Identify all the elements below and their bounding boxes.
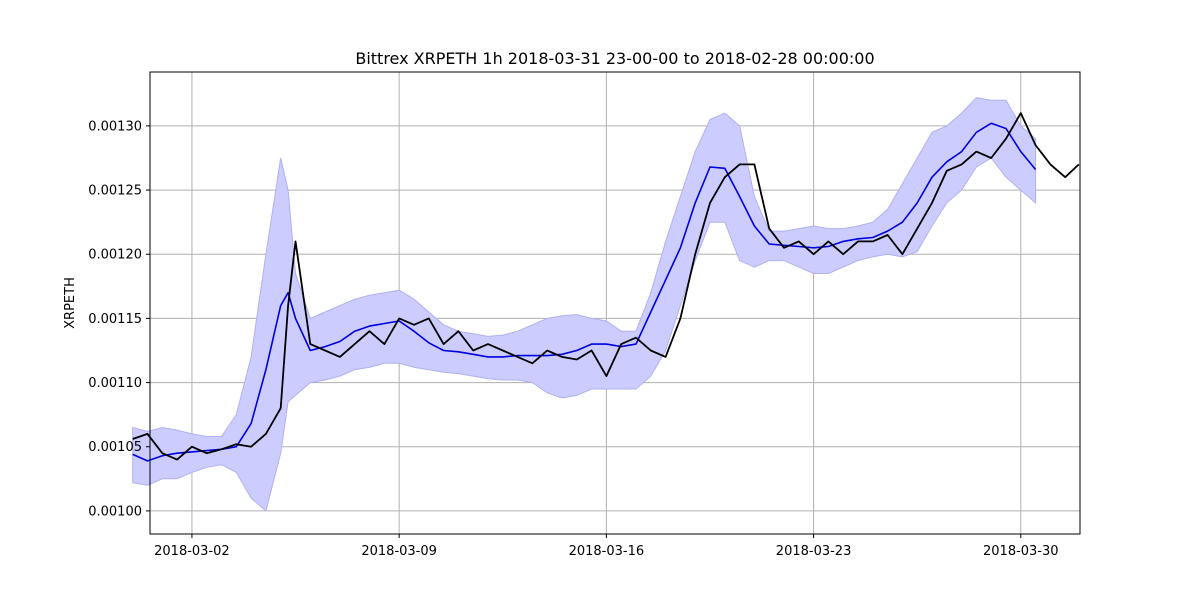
y-tick-label: 0.00125 (88, 184, 142, 199)
moving-average-line (132, 122, 1037, 462)
band-layer (132, 97, 1037, 512)
plot-area: 2018-03-02 2018-03-09 2018-03-16 2018-03-23… (88, 71, 1081, 559)
y-tick-label: 0.00100 (88, 504, 142, 519)
y-axis-ticks: 0.00100 0.00105 0.00110 0.00115 0.00120 0.001… (88, 119, 150, 519)
y-tick-label: 0.00110 (88, 376, 142, 391)
y-tick-label: 0.00130 (88, 119, 142, 134)
price-line (132, 112, 1080, 461)
y-tick-label: 0.00105 (88, 440, 142, 455)
x-tick-label: 2018-03-23 (776, 544, 852, 559)
axes-frame (149, 71, 1081, 535)
x-tick-label: 2018-03-09 (361, 544, 437, 559)
x-tick-label: 2018-03-30 (983, 544, 1059, 559)
x-axis-ticks: 2018-03-02 2018-03-09 2018-03-16 2018-03-23… (154, 534, 1059, 559)
series-layer (132, 112, 1080, 462)
y-tick-label: 0.00115 (88, 312, 142, 327)
x-tick-label: 2018-03-02 (154, 544, 230, 559)
x-tick-label: 2018-03-16 (569, 544, 645, 559)
y-axis-label: XRPETH (63, 277, 78, 329)
band-area (132, 97, 1037, 512)
chart-title: Bittrex XRPETH 1h 2018-03-31 23-00-00 to… (355, 49, 874, 68)
y-tick-label: 0.00120 (88, 248, 142, 263)
